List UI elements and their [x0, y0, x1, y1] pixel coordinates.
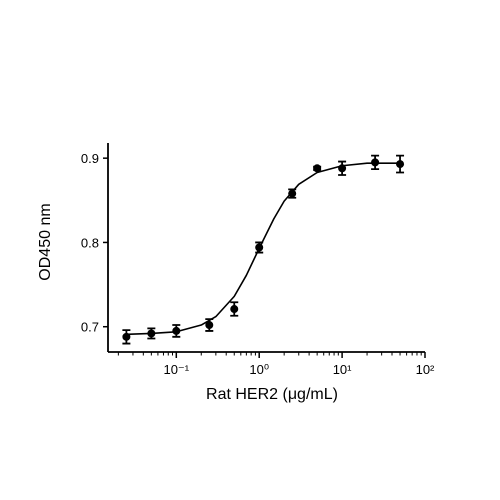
- data-point: [288, 189, 297, 198]
- data-point: [313, 164, 322, 173]
- y-tick-label: 0.7: [81, 320, 99, 335]
- x-tick-label: 10⁰: [249, 362, 269, 377]
- data-point: [172, 326, 181, 335]
- data-point: [230, 305, 239, 314]
- x-tick-label: 10⁻¹: [163, 362, 189, 377]
- x-axis-label: Rat HER2 (μg/mL): [206, 386, 338, 403]
- fit-curve: [126, 162, 401, 336]
- x-tick-label: 10²: [416, 362, 435, 377]
- y-tick-label: 0.8: [81, 235, 99, 250]
- y-axis-label: OD450 nm: [37, 203, 54, 280]
- y-tick-label: 0.9: [81, 151, 99, 166]
- data-point: [371, 158, 380, 167]
- x-tick-label: 10¹: [333, 362, 352, 377]
- data-point: [396, 160, 405, 169]
- data-point: [205, 321, 214, 330]
